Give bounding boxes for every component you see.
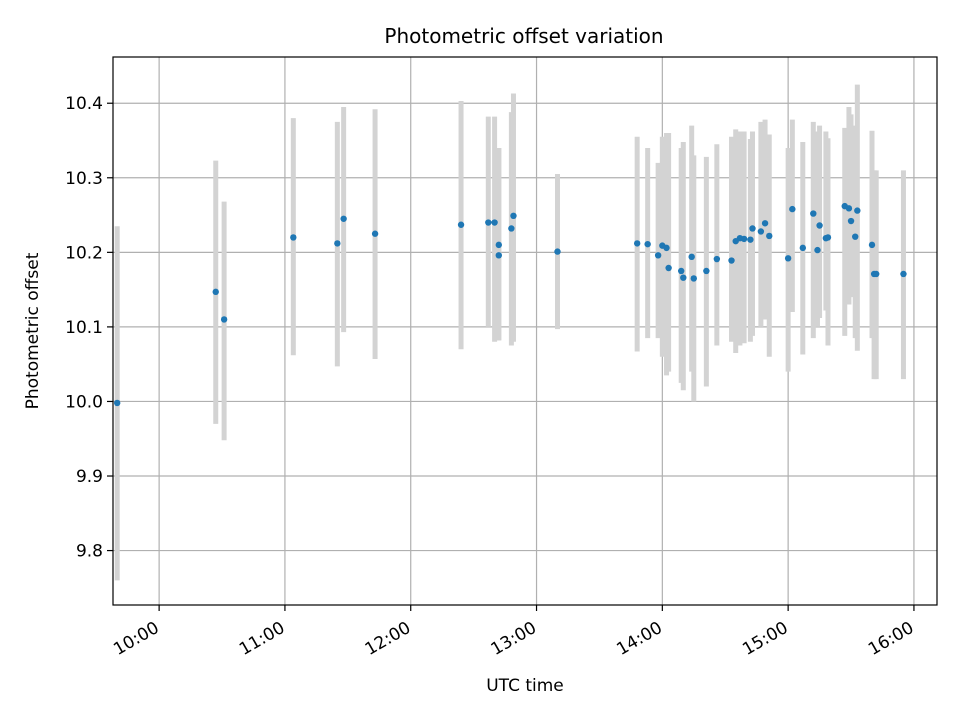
data-point [854, 207, 861, 214]
data-point [740, 235, 748, 243]
data-point [747, 236, 754, 243]
data-point [852, 233, 859, 240]
data-point [495, 252, 502, 259]
y-tick-label: 10.1 [65, 318, 103, 338]
data-point [665, 264, 672, 272]
data-point [510, 212, 517, 220]
y-axis-title: Photometric offset [23, 252, 43, 409]
data-point [340, 215, 347, 222]
data-point [757, 228, 765, 235]
data-point [688, 253, 695, 261]
data-point [713, 255, 721, 263]
x-axis: 10:00 11:00 12:00 13:00 14:00 15:00 16:00 [110, 605, 917, 660]
y-tick-label: 9.8 [76, 542, 103, 562]
data-point [554, 248, 561, 255]
data-point [633, 240, 641, 247]
data-point [690, 275, 697, 282]
data-point [485, 219, 492, 226]
x-tick-label: 11:00 [236, 618, 288, 660]
data-point [789, 205, 796, 213]
data-point [678, 267, 685, 275]
chart-title: Photometric offset variation [384, 24, 663, 48]
x-tick-label: 10:00 [110, 618, 162, 660]
x-tick-label: 15:00 [739, 618, 791, 660]
data-point [847, 217, 855, 225]
y-axis: 9.8 9.9 10.0 10.1 10.2 10.3 10.4 [65, 94, 113, 562]
y-tick-label: 10.4 [65, 94, 103, 114]
plot-frame [112, 56, 938, 606]
x-tick-label: 16:00 [865, 618, 917, 660]
data-point [654, 252, 662, 259]
data-point [644, 240, 651, 248]
data-point [824, 234, 832, 241]
data-point [371, 230, 379, 237]
data-point [900, 270, 907, 278]
y-tick-label: 10.2 [65, 243, 103, 263]
data-point [868, 241, 876, 249]
data-point [749, 225, 756, 232]
data-point [799, 244, 807, 252]
x-axis-title: UTC time [486, 676, 564, 696]
data-point [728, 257, 735, 264]
x-tick-label: 14:00 [613, 618, 665, 660]
data-point [113, 399, 121, 407]
data-point [220, 316, 228, 323]
data-point [663, 244, 670, 252]
data-point [814, 246, 821, 254]
x-tick-label: 13:00 [488, 618, 540, 660]
data-point [766, 232, 773, 240]
data-point [703, 267, 710, 275]
point-group [113, 202, 907, 407]
errorbar-group [114, 84, 906, 581]
data-point [212, 288, 219, 296]
y-tick-label: 10.0 [65, 392, 103, 412]
data-point [495, 241, 502, 249]
data-point [816, 222, 823, 229]
data-point [457, 221, 465, 228]
data-point [761, 220, 769, 227]
data-point [784, 255, 792, 262]
data-point [845, 205, 853, 212]
data-point [872, 270, 880, 278]
data-point [334, 240, 341, 247]
data-point [508, 225, 515, 232]
x-tick-label: 12:00 [362, 618, 414, 660]
data-point [491, 219, 498, 226]
data-point [680, 274, 687, 281]
data-point [810, 210, 817, 217]
data-point [290, 234, 297, 241]
y-tick-label: 10.3 [65, 169, 103, 189]
y-tick-label: 9.9 [76, 467, 103, 487]
